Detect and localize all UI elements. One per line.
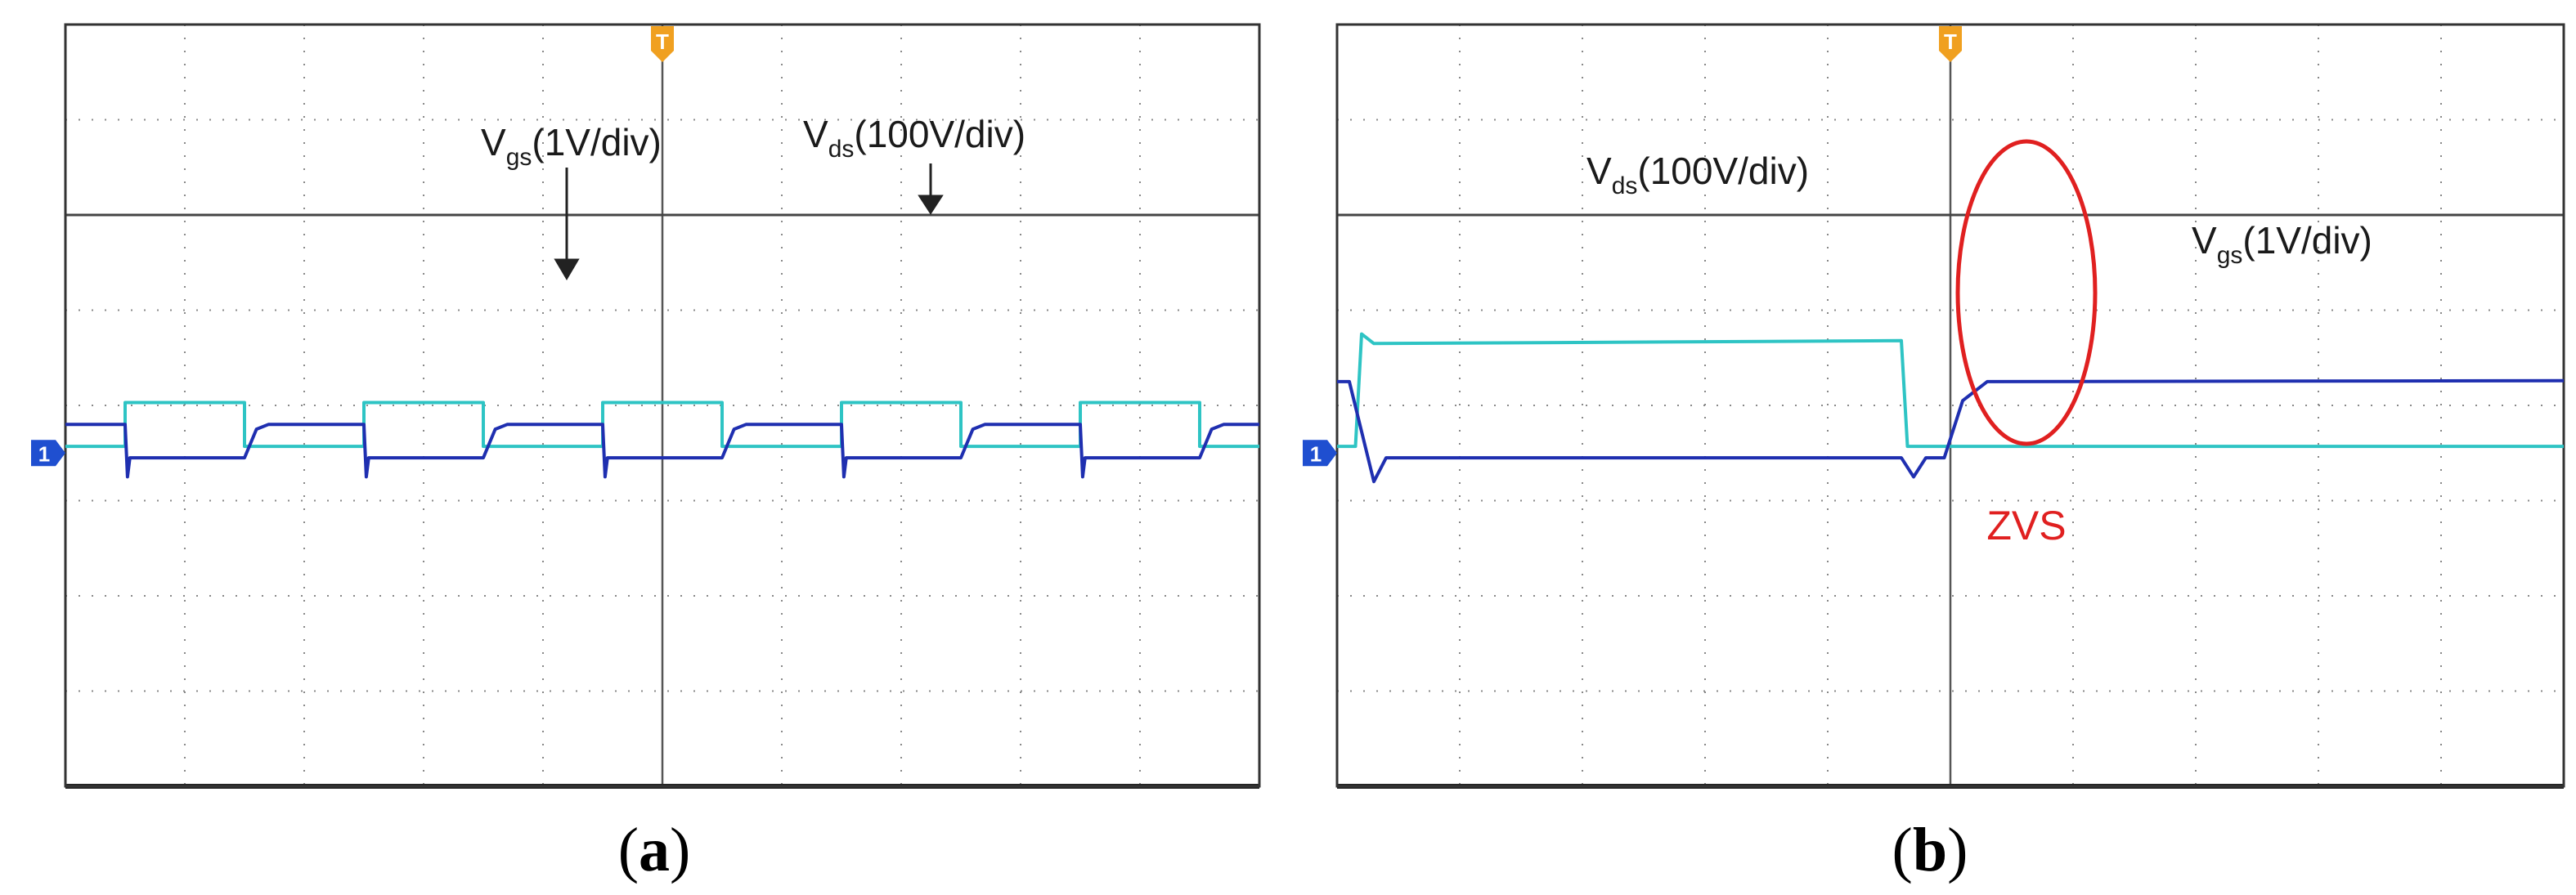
panel-a-oscilloscope: T1 Vgs(1V/div) Vds(100V/div) (a) [31,23,1261,884]
panel-b-vgs-label: Vgs(1V/div) [2192,219,2372,269]
panel-a-grid [65,25,1259,789]
zvs-highlight-ellipse [1955,139,2098,446]
panel-a-caption: (a) [618,816,691,884]
panel-a-frame [64,23,1261,788]
trigger-marker-icon [651,26,674,62]
trigger-marker-label: T [656,29,669,54]
trace-vds [1337,332,2564,449]
panel-b-oscilloscope: T1 Vds(100V/div) Vgs(1V/div) ZVS (b) [1303,23,2565,884]
channel-marker-icon [31,440,65,467]
panel-a-traces [65,401,1259,479]
channel-marker-label: 1 [1310,441,1322,466]
panel-b-caption: (b) [1892,816,1968,884]
panel-b-markers: T1 [1303,26,1962,467]
panel-b-grid [1337,25,2564,789]
panel-a-arrows [554,163,944,280]
panel-b-frame [1335,23,2565,788]
trigger-marker-label: T [1944,29,1957,54]
trace-vgs [65,423,1259,479]
zvs-label: ZVS [1986,503,2066,548]
channel-marker-icon [1303,440,1337,467]
panel-a-markers: T1 [31,26,674,467]
trigger-marker-icon [1939,26,1962,62]
panel-a-vgs-label: Vgs(1V/div) [481,121,662,171]
panel-b-traces [1337,332,2565,484]
panel-a-vds-label: Vds(100V/div) [803,113,1025,163]
channel-marker-label: 1 [38,441,50,466]
panel-b-vds-label: Vds(100V/div) [1586,150,1809,199]
trace-vgs [1337,378,2565,484]
